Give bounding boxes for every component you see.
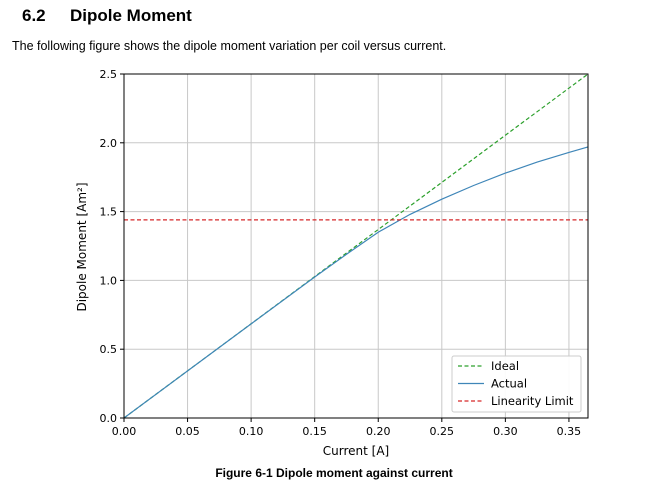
- y-tick-label: 0.5: [100, 343, 118, 356]
- section-heading: 6.2 Dipole Moment: [22, 6, 192, 26]
- x-tick-label: 0.15: [302, 425, 327, 438]
- series-line-ideal: [123, 73, 589, 419]
- legend-label: Actual: [491, 377, 527, 391]
- x-tick-label: 0.30: [493, 425, 518, 438]
- x-axis-label: Current [A]: [323, 444, 389, 458]
- legend-label: Ideal: [491, 359, 519, 373]
- y-tick-label: 1.5: [100, 206, 118, 219]
- plot-frame: [123, 73, 589, 419]
- figure-caption: Figure 6-1 Dipole moment against current: [215, 466, 453, 480]
- y-tick-label: 2.0: [100, 137, 118, 150]
- y-axis-label: Dipole Moment [Am²]: [75, 182, 89, 311]
- series-layer: [123, 73, 589, 419]
- legend-box: [451, 355, 582, 413]
- y-tick-label: 0.0: [100, 412, 118, 425]
- legend-label: Linearity Limit: [491, 394, 574, 408]
- x-tick-label: 0.25: [430, 425, 455, 438]
- legend: Ideal Actual Linearity Limit: [451, 355, 582, 413]
- section-number: 6.2: [22, 6, 46, 25]
- intro-text: The following figure shows the dipole mo…: [12, 39, 447, 53]
- x-tick-label: 0.10: [239, 425, 264, 438]
- x-tick-label: 0.35: [557, 425, 582, 438]
- y-tick-label: 2.5: [100, 68, 118, 81]
- x-tick-label: 0.20: [366, 425, 391, 438]
- x-tick-label: 0.00: [112, 425, 137, 438]
- section-title: Dipole Moment: [70, 6, 192, 25]
- y-tick-label: 1.0: [100, 274, 118, 287]
- axes: [123, 73, 589, 419]
- ticks: 0.00 0.05 0.10 0.15 0.20 0.25 0.30 0.35 0.0 0.5 1.…: [100, 68, 582, 438]
- x-tick-label: 0.05: [175, 425, 200, 438]
- series-line-actual: [123, 146, 589, 419]
